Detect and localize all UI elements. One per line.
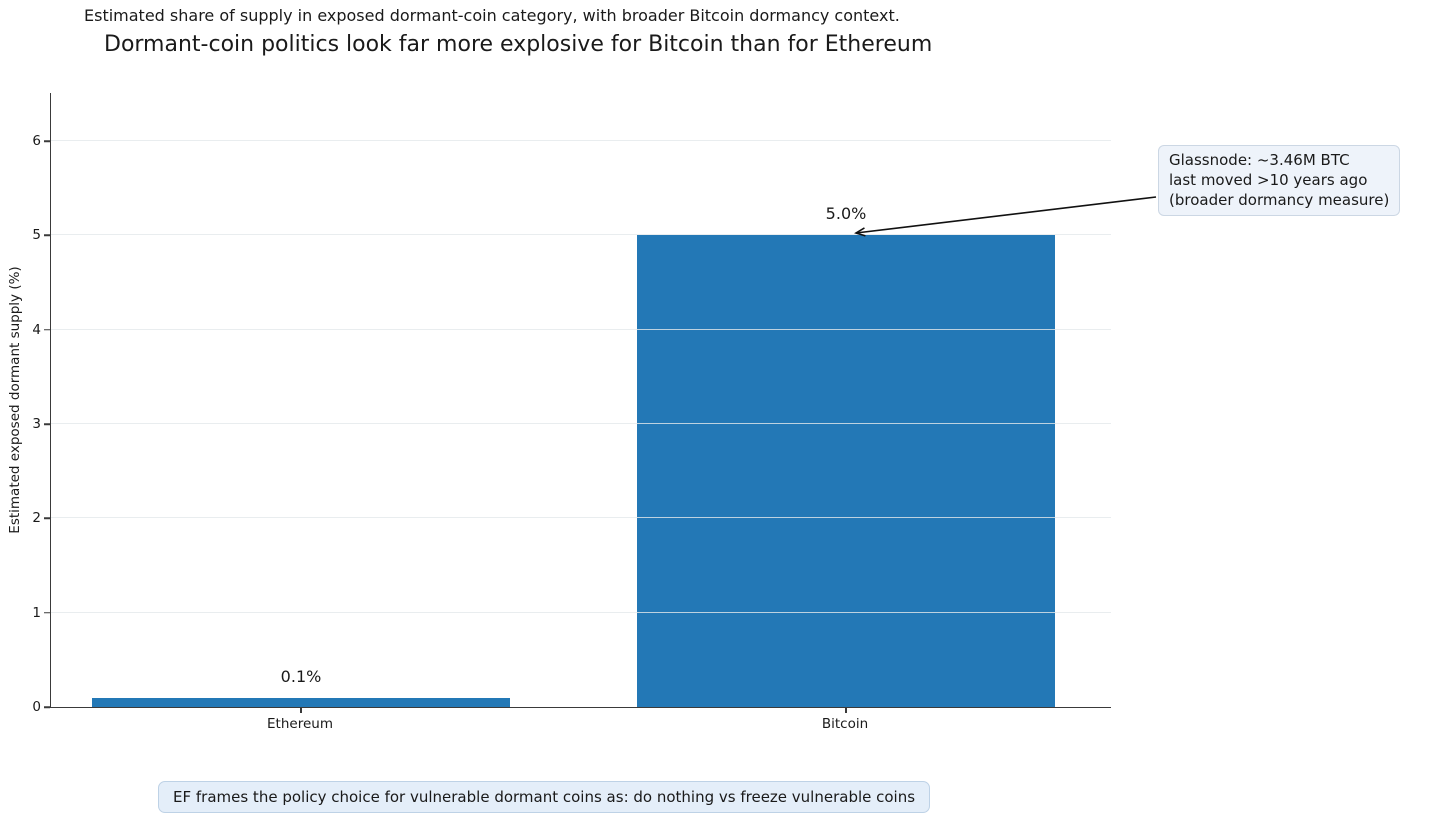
- x-tick-mark-ethereum: [300, 708, 302, 713]
- plot-area: 0.1% 5.0%: [50, 93, 1111, 708]
- gridline-y1: [51, 611, 1111, 613]
- y-tick-label-6: 6: [32, 133, 41, 150]
- gridline-y6: [51, 140, 1111, 142]
- x-tick-label-ethereum: Ethereum: [267, 716, 333, 732]
- y-tick-label-5: 5: [32, 227, 41, 244]
- annotation-box: Glassnode: ~3.46M BTC last moved >10 yea…: [1158, 145, 1401, 217]
- annotation-line-3: (broader dormancy measure): [1169, 190, 1390, 209]
- y-axis-label: Estimated exposed dormant supply (%): [7, 266, 23, 534]
- gridline-y4: [51, 328, 1111, 330]
- y-tick-label-0: 0: [32, 699, 41, 715]
- gridline-y5: [51, 234, 1111, 236]
- annotation-line-1: Glassnode: ~3.46M BTC: [1169, 151, 1350, 169]
- caption-box: EF frames the policy choice for vulnerab…: [158, 781, 931, 813]
- bar-value-label-bitcoin: 5.0%: [825, 204, 867, 224]
- y-tick-label-2: 2: [32, 510, 41, 527]
- bar-value-label-ethereum: 0.1%: [280, 666, 322, 686]
- chart-subtitle: Estimated share of supply in exposed dor…: [84, 6, 900, 25]
- y-tick-mark-0: [44, 706, 50, 708]
- annotation-line-2: last moved >10 years ago: [1169, 170, 1368, 189]
- x-tick-mark-bitcoin: [845, 708, 847, 713]
- x-tick-label-bitcoin: Bitcoin: [821, 716, 869, 732]
- chart-title: Dormant-coin politics look far more expl…: [104, 32, 933, 57]
- gridline-y2: [51, 517, 1111, 519]
- y-tick-mark-2: [44, 517, 50, 520]
- bar-ethereum: [92, 697, 510, 707]
- y-tick-mark-1: [44, 611, 50, 614]
- y-tick-label-4: 4: [32, 321, 41, 338]
- y-tick-label-3: 3: [32, 416, 41, 433]
- y-tick-mark-5: [44, 234, 50, 237]
- gridline-y3: [51, 423, 1111, 425]
- y-tick-mark-3: [44, 423, 50, 425]
- y-tick-mark-6: [44, 140, 50, 142]
- y-tick-mark-4: [44, 328, 50, 331]
- y-tick-label-1: 1: [32, 604, 41, 621]
- bar-bitcoin: [637, 235, 1055, 707]
